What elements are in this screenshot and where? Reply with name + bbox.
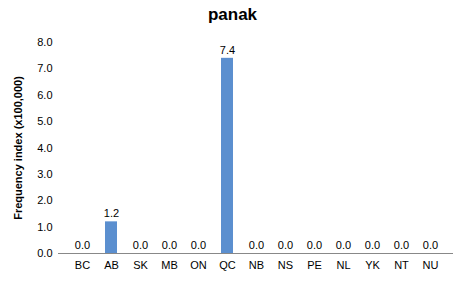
svg-text:0.0: 0.0 [365,239,380,251]
html-text:panak: panak [207,5,258,24]
svg-text:0.0: 0.0 [133,239,148,251]
svg-text:0.0: 0.0 [394,239,409,251]
svg-text:0.0: 0.0 [336,239,351,251]
svg-text:5.0: 5.0 [37,115,52,127]
svg-text:6.0: 6.0 [37,89,52,101]
svg-text:0.0: 0.0 [423,239,438,251]
svg-text:0.0: 0.0 [278,239,293,251]
svg-text:0.0: 0.0 [75,239,90,251]
svg-text:0.0: 0.0 [162,239,177,251]
svg-text:7.0: 7.0 [37,62,52,74]
svg-text:NB: NB [249,259,264,271]
svg-text:2.0: 2.0 [37,194,52,206]
svg-text:7.4: 7.4 [220,44,235,56]
svg-text:BC: BC [75,259,90,271]
svg-text:NS: NS [278,259,293,271]
svg-text:Frequency index (x100,000): Frequency index (x100,000) [12,76,24,220]
svg-text:8.0: 8.0 [37,36,52,48]
svg-text:0.0: 0.0 [37,247,52,259]
svg-text:0.0: 0.0 [249,239,264,251]
svg-text:1.0: 1.0 [37,221,52,233]
svg-text:0.0: 0.0 [191,239,206,251]
svg-text:YK: YK [365,259,380,271]
svg-text:NL: NL [336,259,350,271]
svg-text:AB: AB [104,259,119,271]
svg-text:4.0: 4.0 [37,142,52,154]
svg-text:QC: QC [219,259,236,271]
svg-text:3.0: 3.0 [37,168,52,180]
svg-text:1.2: 1.2 [104,207,119,219]
svg-text:ON: ON [190,259,207,271]
svg-text:PE: PE [307,259,322,271]
svg-text:MB: MB [161,259,178,271]
svg-text:NU: NU [423,259,439,271]
svg-text:0.0: 0.0 [307,239,322,251]
svg-text:NT: NT [394,259,409,271]
svg-text:SK: SK [133,259,148,271]
